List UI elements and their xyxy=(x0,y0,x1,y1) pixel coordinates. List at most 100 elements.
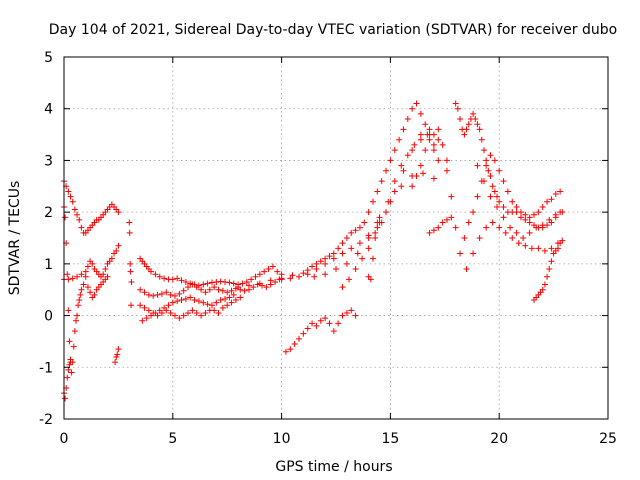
data-point xyxy=(454,105,461,112)
data-point xyxy=(400,167,407,174)
data-point xyxy=(114,351,121,358)
data-point xyxy=(496,224,503,231)
x-axis-label: GPS time / hours xyxy=(275,459,392,475)
data-point xyxy=(300,270,307,277)
data-point xyxy=(352,227,359,234)
data-point xyxy=(282,348,289,355)
series-mid-rise-3 xyxy=(311,170,437,280)
data-point xyxy=(372,229,379,236)
x-tick-label: 20 xyxy=(490,431,508,447)
series-cluster-20 xyxy=(474,162,566,241)
data-point xyxy=(202,289,209,296)
data-point xyxy=(200,299,207,306)
data-point xyxy=(356,224,363,231)
data-point xyxy=(66,361,73,368)
data-point xyxy=(77,291,84,298)
data-point xyxy=(65,366,72,373)
data-point xyxy=(478,136,485,143)
data-point xyxy=(343,309,350,316)
data-point xyxy=(374,219,381,226)
data-point xyxy=(145,307,152,314)
data-point xyxy=(154,291,161,298)
data-point xyxy=(535,209,542,216)
data-point xyxy=(554,245,561,252)
data-point xyxy=(300,330,307,337)
data-point xyxy=(309,320,316,327)
data-point xyxy=(548,245,555,252)
data-point xyxy=(287,275,294,282)
series-early-mid xyxy=(61,242,122,283)
data-point xyxy=(75,302,82,309)
data-point xyxy=(417,162,424,169)
data-point xyxy=(296,273,303,280)
data-point xyxy=(68,369,75,376)
data-point xyxy=(367,276,374,283)
data-point xyxy=(539,203,546,210)
data-point xyxy=(182,278,189,285)
plot-frame xyxy=(63,56,609,420)
data-point xyxy=(226,294,233,301)
data-point xyxy=(224,289,231,296)
data-point xyxy=(267,277,274,284)
data-point xyxy=(193,284,200,291)
data-point xyxy=(178,297,185,304)
data-point xyxy=(313,266,320,273)
data-point xyxy=(304,325,311,332)
data-point xyxy=(261,268,268,275)
data-point xyxy=(343,260,350,267)
data-point xyxy=(191,297,198,304)
data-point xyxy=(127,268,134,275)
data-point xyxy=(463,126,470,133)
data-point xyxy=(391,188,398,195)
data-point xyxy=(309,263,316,270)
data-point xyxy=(404,116,411,123)
data-point xyxy=(167,309,174,316)
data-point xyxy=(413,172,420,179)
y-tick-label: 3 xyxy=(44,153,53,169)
data-point xyxy=(409,105,416,112)
data-point xyxy=(422,147,429,154)
data-point xyxy=(189,281,196,288)
data-point xyxy=(369,198,376,205)
data-point xyxy=(65,276,72,283)
data-point xyxy=(87,289,94,296)
data-point xyxy=(515,240,522,247)
data-point xyxy=(491,157,498,164)
data-point xyxy=(333,266,339,273)
y-tick-label: 1 xyxy=(44,257,53,273)
data-point xyxy=(128,302,135,309)
data-point xyxy=(145,291,152,298)
data-point xyxy=(137,286,144,293)
data-point xyxy=(352,312,359,319)
data-point xyxy=(180,312,187,319)
data-point xyxy=(224,302,231,309)
series-cluster-17 xyxy=(426,214,455,236)
data-point xyxy=(62,214,69,221)
data-point xyxy=(426,229,433,236)
data-point xyxy=(426,136,433,143)
data-point xyxy=(263,284,270,291)
data-point xyxy=(113,353,120,360)
data-point xyxy=(452,100,459,107)
data-point xyxy=(128,278,135,285)
data-point xyxy=(198,286,205,293)
data-point xyxy=(548,258,555,265)
data-point xyxy=(215,286,222,293)
data-point xyxy=(200,281,207,288)
data-point xyxy=(161,304,168,311)
data-point xyxy=(500,203,507,210)
data-point xyxy=(74,312,81,319)
data-point xyxy=(457,250,464,257)
data-point xyxy=(413,100,420,107)
data-point xyxy=(539,286,546,293)
data-point xyxy=(74,273,81,280)
data-point xyxy=(517,214,524,221)
data-point xyxy=(115,346,122,353)
data-point xyxy=(65,188,72,195)
data-point xyxy=(78,286,85,293)
chart-title: Day 104 of 2021, Sidereal Day-to-day VTE… xyxy=(49,22,617,38)
data-point xyxy=(326,320,333,327)
data-point xyxy=(141,304,148,311)
data-point xyxy=(544,198,551,205)
